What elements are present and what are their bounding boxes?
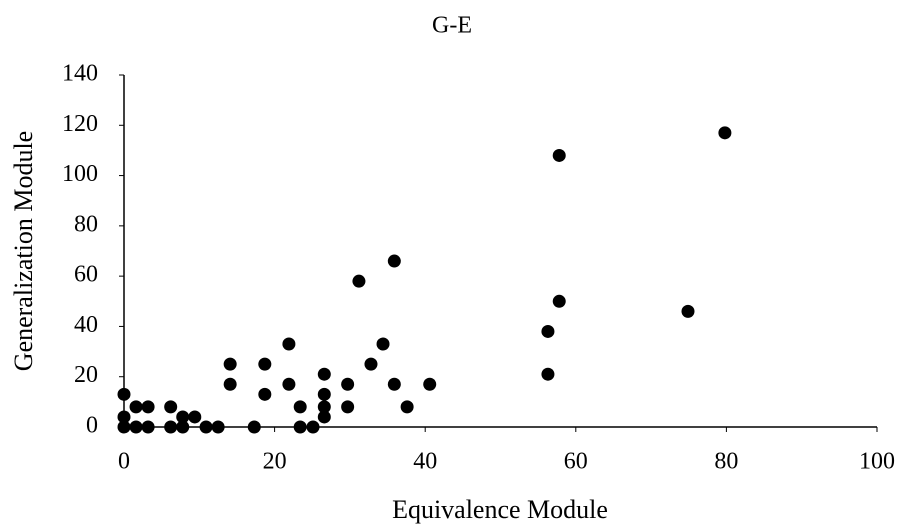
- scatter-point: [117, 387, 131, 401]
- scatter-point: [341, 377, 355, 391]
- scatter-point: [552, 294, 566, 308]
- scatter-point: [387, 377, 401, 391]
- scatter-point: [188, 410, 202, 424]
- x-tick-label: 80: [714, 449, 738, 475]
- x-tick-label: 100: [859, 449, 895, 475]
- scatter-point: [681, 304, 695, 318]
- scatter-point: [552, 148, 566, 162]
- scatter-point: [176, 420, 190, 434]
- scatter-point: [293, 420, 307, 434]
- x-axis-title: Equivalence Module: [392, 495, 608, 524]
- scatter-point: [376, 337, 390, 351]
- y-tick-label: 100: [62, 161, 98, 187]
- y-tick-label: 40: [74, 312, 98, 338]
- y-tick-label: 0: [86, 413, 98, 439]
- x-tick-label: 20: [263, 449, 287, 475]
- scatter-point: [282, 337, 296, 351]
- scatter-point: [117, 420, 131, 434]
- scatter-point: [541, 367, 555, 381]
- scatter-point: [129, 420, 143, 434]
- scatter-point: [141, 420, 155, 434]
- scatter-point: [341, 400, 355, 414]
- scatter-point: [223, 357, 237, 371]
- scatter-point: [387, 254, 401, 268]
- scatter-point: [317, 410, 331, 424]
- scatter-point: [258, 387, 272, 401]
- scatter-point: [317, 367, 331, 381]
- scatter-point: [317, 387, 331, 401]
- scatter-point: [718, 126, 732, 140]
- y-tick-label: 80: [74, 211, 98, 237]
- scatter-point: [293, 400, 307, 414]
- scatter-point: [400, 400, 414, 414]
- scatter-point: [258, 357, 272, 371]
- scatter-point: [164, 400, 178, 414]
- scatter-point: [364, 357, 378, 371]
- x-tick-label: 60: [564, 449, 588, 475]
- scatter-point: [223, 377, 237, 391]
- scatter-point: [541, 324, 555, 338]
- chart-title: G-E: [432, 13, 472, 39]
- scatter-point: [164, 420, 178, 434]
- scatter-point: [129, 400, 143, 414]
- y-tick-label: 60: [74, 262, 98, 288]
- scatter-point: [352, 274, 366, 288]
- scatter-point: [199, 420, 213, 434]
- x-tick-label: 0: [118, 449, 130, 475]
- scatter-point: [176, 410, 190, 424]
- scatter-point: [317, 400, 331, 414]
- scatter-point: [423, 377, 437, 391]
- scatter-point: [141, 400, 155, 414]
- y-tick-label: 20: [74, 362, 98, 388]
- scatter-point: [282, 377, 296, 391]
- y-tick-label: 120: [62, 111, 98, 137]
- scatter-point: [117, 410, 131, 424]
- y-axis-title: Generalization Module: [9, 131, 38, 371]
- y-tick-label: 140: [62, 61, 98, 87]
- scatter-point: [247, 420, 261, 434]
- scatter-point: [306, 420, 320, 434]
- scatter-point: [211, 420, 225, 434]
- x-tick-label: 40: [413, 449, 437, 475]
